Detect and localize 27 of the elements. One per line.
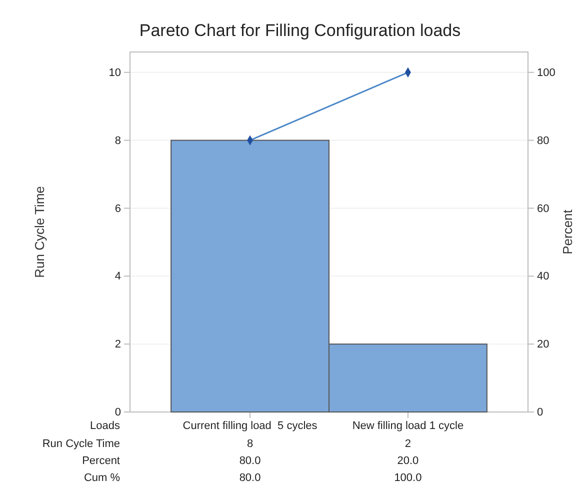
y2-tick-label: 40 [537,270,550,283]
y-axis-title: Run Cycle Time [32,186,47,278]
chart-title: Pareto Chart for Filling Configuration loads [139,21,461,40]
text: Run Cycle Time [42,438,120,450]
text: 20.0 [397,455,419,467]
text: Percent [82,455,120,467]
y-tick-label: 10 [108,66,121,79]
x-tick-label: New filling load 1 cycle [352,420,464,432]
text: 80.0 [239,472,261,484]
y2-tick-label: 0 [537,406,544,419]
text: 80.0 [239,455,261,467]
x-axis-title: Loads [90,420,120,432]
text: 100.0 [394,472,422,484]
x-tick-label: Current filling load 5 cycles [182,420,318,432]
y2-tick-label: 80 [537,134,550,147]
y-tick-label: 4 [114,270,121,283]
y-tick-label: 0 [114,406,121,419]
text: 2 [404,438,412,450]
y-tick-label: 6 [114,202,121,215]
y2-tick-label: 100 [537,66,556,79]
y2-tick-label: 20 [537,338,550,351]
y2-axis-title: Percent [560,209,575,254]
text: Cum % [84,472,120,484]
y2-tick-label: 60 [537,202,550,215]
text: 8 [246,438,254,450]
y-tick-label: 2 [114,338,121,351]
y-tick-label: 8 [114,134,121,147]
